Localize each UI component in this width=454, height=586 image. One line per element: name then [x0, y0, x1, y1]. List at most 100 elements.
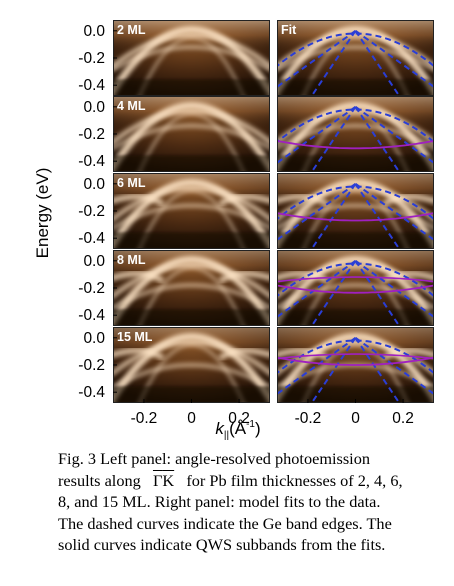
ge-band-edge-dashed	[354, 105, 434, 165]
wing-band	[113, 193, 165, 207]
thickness-label: 2 ML	[117, 23, 146, 37]
panel-frame	[277, 173, 434, 249]
y-tick-label: -0.4	[78, 384, 105, 401]
caption-line-3: 8, and 15 ML. Right panel: model fits to…	[58, 492, 381, 511]
wing-band	[382, 270, 434, 284]
x-tick-label: -0.2	[295, 410, 322, 427]
band-3	[137, 189, 246, 249]
figure-caption: Fig. 3 Left panel: angle-resolved photoe…	[58, 448, 450, 556]
ge-band-edge-dashed	[277, 336, 357, 396]
band-2	[113, 45, 270, 72]
caption-line-5: solid curves indicate QWS subbands from …	[58, 535, 386, 554]
qws-subband-solid	[277, 212, 434, 222]
ge-band-edge-dashed	[277, 182, 357, 242]
band-2	[277, 123, 434, 151]
ge-band-edge-dashed	[277, 108, 434, 144]
ge-band-edge-dashed	[354, 182, 434, 242]
ge-band-edge-dashed	[277, 29, 357, 89]
gamma-symbol: Γ	[152, 470, 163, 490]
ge-band-edge-dashed	[277, 32, 434, 68]
band-3	[301, 36, 410, 96]
band-3	[137, 36, 246, 96]
ge-band-edge-dashed	[310, 106, 357, 172]
band-1	[113, 185, 270, 223]
y-tick-label: 0.0	[83, 253, 105, 270]
band-2	[277, 283, 434, 310]
wing-band	[218, 270, 270, 284]
band-1	[113, 262, 270, 300]
y-tick-label: 0.0	[83, 176, 105, 193]
y-axis-title: Energy (eV)	[33, 168, 52, 259]
qws-subband-solid	[277, 284, 434, 294]
y-tick-label: -0.4	[78, 230, 105, 247]
band-0	[113, 178, 270, 249]
panel-frame	[277, 96, 434, 172]
band-0	[277, 332, 434, 403]
x-tick-label: 0	[351, 410, 360, 427]
caption-line-2-post: for Pb film thicknesses of 2, 4, 6,	[186, 470, 403, 490]
caption-line-2: results along ΓK for Pb film thicknesses…	[58, 470, 450, 492]
wing-band	[113, 270, 165, 284]
wing-band	[218, 347, 270, 361]
y-tick-label: -0.2	[78, 50, 105, 67]
wing-band	[277, 270, 329, 284]
data-panel-1: 4 ML	[113, 96, 270, 172]
ge-band-edge-dashed	[354, 30, 401, 96]
x-tick-label: 0.2	[392, 410, 414, 427]
ge-band-edge-dashed	[310, 30, 357, 96]
band-1	[113, 108, 270, 146]
ge-band-edge-dashed	[354, 29, 434, 89]
band-0	[113, 255, 270, 326]
band-3	[301, 343, 410, 403]
arpes-figure: 2 ML Fit 4 ML 6 ML 8 ML 15 ML 0.0 -0.2 -0.4 0.0 -…	[33, 20, 434, 440]
fit-panel-2	[277, 173, 434, 249]
fit-label: Fit	[281, 23, 297, 37]
band-0	[277, 178, 434, 249]
data-panel-4: 15 ML	[113, 327, 270, 403]
band-2	[113, 362, 270, 390]
k-symbol: K	[162, 470, 175, 490]
wing-band	[382, 347, 434, 361]
band-3	[137, 112, 246, 172]
band-3	[301, 112, 410, 172]
qws-subband-solid	[277, 276, 434, 283]
ge-band-edge-dashed	[354, 337, 401, 403]
qws-subband-solid	[277, 356, 434, 366]
band-0	[113, 332, 270, 403]
ge-band-edge-dashed	[277, 185, 434, 221]
y-tick-label: -0.2	[78, 357, 105, 374]
y-tick-label: -0.4	[78, 153, 105, 170]
ge-band-edge-dashed	[277, 105, 357, 165]
band-2	[277, 45, 434, 72]
thickness-label: 8 ML	[117, 253, 146, 267]
wing-band	[113, 347, 165, 361]
band-2	[113, 283, 270, 310]
band-3	[301, 266, 410, 326]
caption-line-1: Fig. 3 Left panel: angle-resolved photoe…	[58, 449, 370, 468]
fit-panel-1	[277, 96, 434, 172]
ge-band-edge-dashed	[310, 337, 357, 403]
wing-band	[218, 193, 270, 207]
x-tick-label: -0.2	[131, 410, 158, 427]
fit-panel-4	[277, 327, 434, 403]
panel-frame	[277, 250, 434, 326]
thickness-label: 4 ML	[117, 99, 146, 113]
panel-frame	[277, 20, 434, 96]
ge-band-edge-dashed	[310, 183, 357, 249]
y-tick-label: 0.0	[83, 330, 105, 347]
band-1	[113, 32, 270, 70]
wing-band	[277, 193, 329, 207]
band-3	[137, 343, 246, 403]
y-tick-label: -0.2	[78, 126, 105, 143]
qws-subband-solid	[277, 139, 434, 150]
y-tick-label: -0.2	[78, 203, 105, 220]
ge-band-edge-dashed	[310, 260, 357, 326]
y-tick-label: -0.4	[78, 307, 105, 324]
ge-band-edge-dashed	[354, 106, 401, 172]
ge-band-edge-dashed	[354, 336, 434, 396]
x-tick-label: 0	[187, 410, 196, 427]
caption-line-4: The dashed curves indicate the Ge band e…	[58, 513, 392, 533]
caption-line-2-pre: results along	[58, 470, 141, 490]
qws-subband-solid	[277, 353, 434, 360]
band-1	[113, 339, 270, 377]
